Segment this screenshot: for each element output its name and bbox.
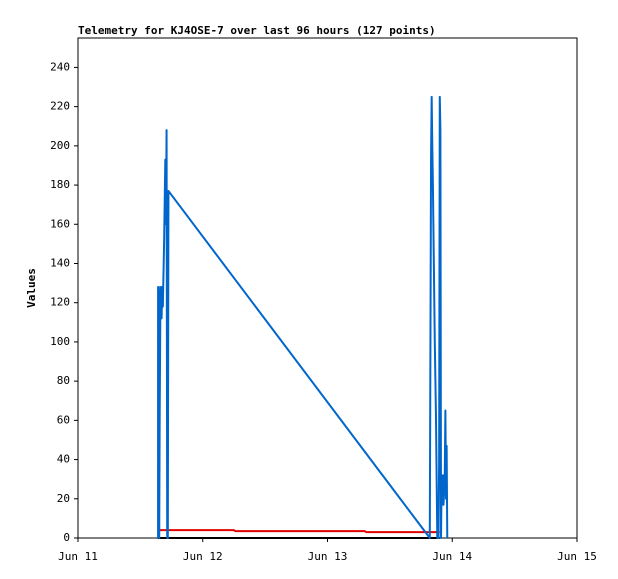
y-tick-label: 60 (57, 413, 70, 426)
x-tick-label: Jun 12 (183, 550, 223, 563)
series-line (157, 529, 440, 534)
y-tick-label: 200 (50, 139, 70, 152)
y-tick-label: 180 (50, 178, 70, 191)
y-tick-label: 220 (50, 100, 70, 113)
x-tick-label: Jun 13 (308, 550, 348, 563)
plot-area (77, 37, 578, 539)
y-tick-label: 240 (50, 60, 70, 73)
y-tick-label: 140 (50, 256, 70, 269)
chart-title: Telemetry for KJ4OSE-7 over last 96 hour… (78, 24, 436, 37)
y-tick-label: 20 (57, 492, 70, 505)
y-tick-label: 80 (57, 374, 70, 387)
x-tick-label: Jun 15 (557, 550, 597, 563)
y-tick-label: 40 (57, 453, 70, 466)
y-tick-label: 120 (50, 296, 70, 309)
series-line (157, 95, 449, 539)
x-tick-label: Jun 14 (432, 550, 472, 563)
y-axis-label: Values (25, 268, 38, 308)
x-tick-label: Jun 11 (58, 550, 98, 563)
y-tick-label: 100 (50, 335, 70, 348)
y-tick-label: 0 (63, 531, 70, 544)
y-tick-label: 160 (50, 217, 70, 230)
